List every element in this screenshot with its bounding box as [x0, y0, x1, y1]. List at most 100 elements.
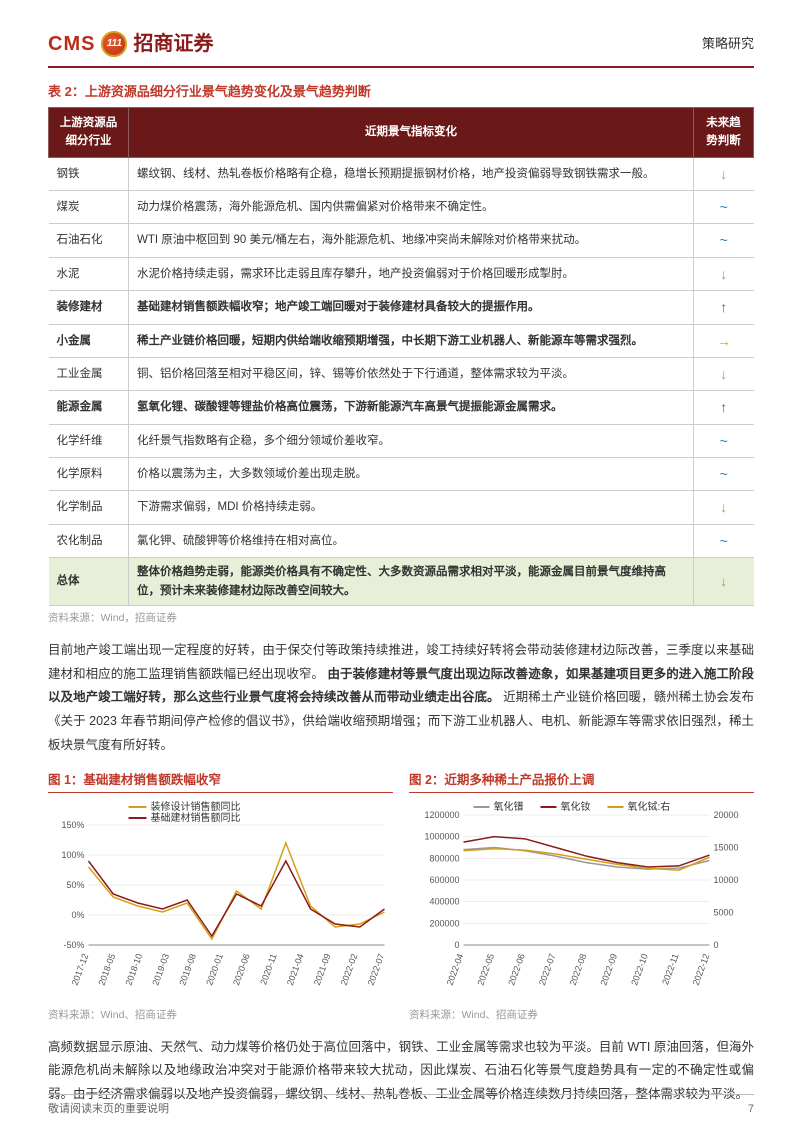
chart1-source: 资料来源：Wind、招商证券 — [48, 1007, 393, 1024]
svg-text:氧化镨: 氧化镨 — [494, 800, 524, 813]
table-row: 水泥水泥价格持续走弱，需求环比走弱且库存攀升，地产投资偏弱对于价格回暖形成掣肘。… — [49, 257, 754, 290]
table-row: 装修建材基础建材销售额跌幅收窄；地产竣工端回暖对于装修建材具备较大的提振作用。↑ — [49, 291, 754, 324]
svg-text:50%: 50% — [66, 880, 84, 890]
cell-trend: ↓ — [694, 491, 754, 524]
svg-text:2022-10: 2022-10 — [629, 952, 650, 986]
svg-text:-50%: -50% — [63, 940, 84, 950]
svg-text:20000: 20000 — [714, 810, 739, 820]
svg-text:2019-03: 2019-03 — [150, 952, 171, 986]
svg-text:2021-09: 2021-09 — [312, 952, 333, 986]
svg-text:2020-11: 2020-11 — [258, 952, 278, 986]
table-row: 化学纤维化纤景气指数略有企稳，多个细分领域价差收窄。~ — [49, 424, 754, 457]
svg-text:10000: 10000 — [714, 875, 739, 885]
svg-text:400000: 400000 — [429, 896, 459, 906]
svg-text:2019-08: 2019-08 — [177, 952, 198, 986]
logo-badge-icon: 111 — [101, 31, 127, 57]
svg-text:15000: 15000 — [714, 842, 739, 852]
cell-sector: 总体 — [49, 558, 129, 606]
svg-text:600000: 600000 — [429, 875, 459, 885]
cell-sector: 石油石化 — [49, 224, 129, 257]
svg-text:2018-10: 2018-10 — [124, 952, 145, 986]
cell-sector: 能源金属 — [49, 391, 129, 424]
table-row: 工业金属铜、铝价格回落至相对平稳区间，锌、锡等价依然处于下行通道，整体需求较为平… — [49, 357, 754, 390]
svg-text:2021-04: 2021-04 — [285, 952, 306, 986]
cell-sector: 化学制品 — [49, 491, 129, 524]
footer-note: 敬请阅读末页的重要说明 — [48, 1101, 169, 1119]
svg-text:0: 0 — [454, 940, 459, 950]
table-row: 能源金属氢氧化锂、碳酸锂等锂盐价格高位震荡，下游新能源汽车高景气提振能源金属需求… — [49, 391, 754, 424]
table2-source: 资料来源：Wind，招商证券 — [48, 610, 754, 627]
cell-sector: 化学纤维 — [49, 424, 129, 457]
svg-text:200000: 200000 — [429, 918, 459, 928]
table2-title: 表 2：上游资源品细分行业景气趋势变化及景气趋势判断 — [48, 82, 754, 103]
svg-text:2022-09: 2022-09 — [598, 952, 619, 986]
table-header-row: 上游资源品细分行业 近期景气指标变化 未来趋势判断 — [49, 107, 754, 157]
cell-sector: 农化制品 — [49, 524, 129, 557]
table-row: 小金属稀土产业链价格回暖，短期内供给端收缩预期增强，中长期下游工业机器人、新能源… — [49, 324, 754, 357]
svg-text:0: 0 — [714, 940, 719, 950]
svg-text:2022-12: 2022-12 — [691, 952, 712, 986]
chart2-source: 资料来源：Wind、招商证券 — [409, 1007, 754, 1024]
cell-trend: ~ — [694, 524, 754, 557]
cell-sector: 水泥 — [49, 257, 129, 290]
logo-cms-text: CMS — [48, 28, 95, 60]
cell-trend: ~ — [694, 424, 754, 457]
svg-text:2022-04: 2022-04 — [445, 952, 466, 986]
svg-text:2018-05: 2018-05 — [97, 952, 118, 986]
cell-desc: 铜、铝价格回落至相对平稳区间，锌、锡等价依然处于下行通道，整体需求较为平淡。 — [129, 357, 694, 390]
cell-desc: 螺纹钢、线材、热轧卷板价格略有企稳，稳增长预期提振钢材价格，地产投资偏弱导致钢铁… — [129, 157, 694, 190]
page-header: CMS 111 招商证券 策略研究 — [48, 28, 754, 68]
svg-text:0%: 0% — [71, 910, 84, 920]
chart2-title: 图 2：近期多种稀土产品报价上调 — [409, 770, 754, 793]
page-footer: 敬请阅读末页的重要说明 7 — [48, 1094, 754, 1119]
svg-text:2022-11: 2022-11 — [660, 952, 680, 986]
svg-text:2022-07: 2022-07 — [537, 952, 558, 986]
table-row: 化学制品下游需求偏弱，MDI 价格持续走弱。↓ — [49, 491, 754, 524]
cell-desc: 整体价格趋势走弱，能源类价格具有不确定性、大多数资源品需求相对平淡，能源金属目前… — [129, 558, 694, 606]
cell-trend: → — [694, 324, 754, 357]
logo-cn-text: 招商证券 — [133, 28, 213, 60]
logo: CMS 111 招商证券 — [48, 28, 213, 60]
cell-trend: ↓ — [694, 257, 754, 290]
cell-desc: 氯化钾、硫酸钾等价格维持在相对高位。 — [129, 524, 694, 557]
svg-text:2017-12: 2017-12 — [70, 952, 91, 986]
svg-text:1200000: 1200000 — [424, 810, 459, 820]
table-row: 农化制品氯化钾、硫酸钾等价格维持在相对高位。~ — [49, 524, 754, 557]
svg-text:装修设计销售额同比: 装修设计销售额同比 — [151, 800, 241, 813]
table-row: 煤炭动力煤价格震荡，海外能源危机、国内供需偏紧对价格带来不确定性。~ — [49, 190, 754, 223]
cell-desc: 价格以震荡为主，大多数领域价差出现走脱。 — [129, 458, 694, 491]
svg-text:2022-07: 2022-07 — [366, 952, 387, 986]
chart2-canvas: 0 200000 400000 600000 800000 1000000 1200000 0… — [409, 797, 754, 997]
chart1-canvas: -50%0%50%100%150%2017-122018-052018-1020… — [48, 797, 393, 997]
cell-trend: ↓ — [694, 558, 754, 606]
svg-text:2022-06: 2022-06 — [506, 952, 527, 986]
cell-sector: 小金属 — [49, 324, 129, 357]
cell-trend: ~ — [694, 458, 754, 491]
svg-text:2020-01: 2020-01 — [204, 952, 225, 986]
svg-text:2020-06: 2020-06 — [231, 952, 252, 986]
cell-desc: 氢氧化锂、碳酸锂等锂盐价格高位震荡，下游新能源汽车高景气提振能源金属需求。 — [129, 391, 694, 424]
cell-sector: 装修建材 — [49, 291, 129, 324]
th-trend: 未来趋势判断 — [694, 107, 754, 157]
cell-trend: ↑ — [694, 391, 754, 424]
cell-trend: ↑ — [694, 291, 754, 324]
svg-text:800000: 800000 — [429, 853, 459, 863]
svg-text:100%: 100% — [61, 850, 84, 860]
charts-row: 图 1：基础建材销售额跌幅收窄 -50%0%50%100%150%2017-12… — [48, 770, 754, 1024]
header-category: 策略研究 — [702, 34, 754, 55]
paragraph-1: 目前地产竣工端出现一定程度的好转，由于保交付等政策持续推进，竣工持续好转将会带动… — [48, 639, 754, 758]
svg-text:2022-08: 2022-08 — [568, 952, 589, 986]
cell-trend: ↓ — [694, 157, 754, 190]
cell-trend: ~ — [694, 224, 754, 257]
table-summary-row: 总体整体价格趋势走弱，能源类价格具有不确定性、大多数资源品需求相对平淡，能源金属… — [49, 558, 754, 606]
svg-text:2022-05: 2022-05 — [475, 952, 496, 986]
chart2-block: 图 2：近期多种稀土产品报价上调 02000004000006000008000… — [409, 770, 754, 1024]
svg-text:5000: 5000 — [714, 907, 734, 917]
cell-desc: 动力煤价格震荡，海外能源危机、国内供需偏紧对价格带来不确定性。 — [129, 190, 694, 223]
chart1-title: 图 1：基础建材销售额跌幅收窄 — [48, 770, 393, 793]
table-row: 化学原料价格以震荡为主，大多数领域价差出现走脱。~ — [49, 458, 754, 491]
svg-text:基础建材销售额同比: 基础建材销售额同比 — [151, 811, 241, 824]
cell-desc: 基础建材销售额跌幅收窄；地产竣工端回暖对于装修建材具备较大的提振作用。 — [129, 291, 694, 324]
cell-desc: 下游需求偏弱，MDI 价格持续走弱。 — [129, 491, 694, 524]
svg-text:1000000: 1000000 — [424, 831, 459, 841]
